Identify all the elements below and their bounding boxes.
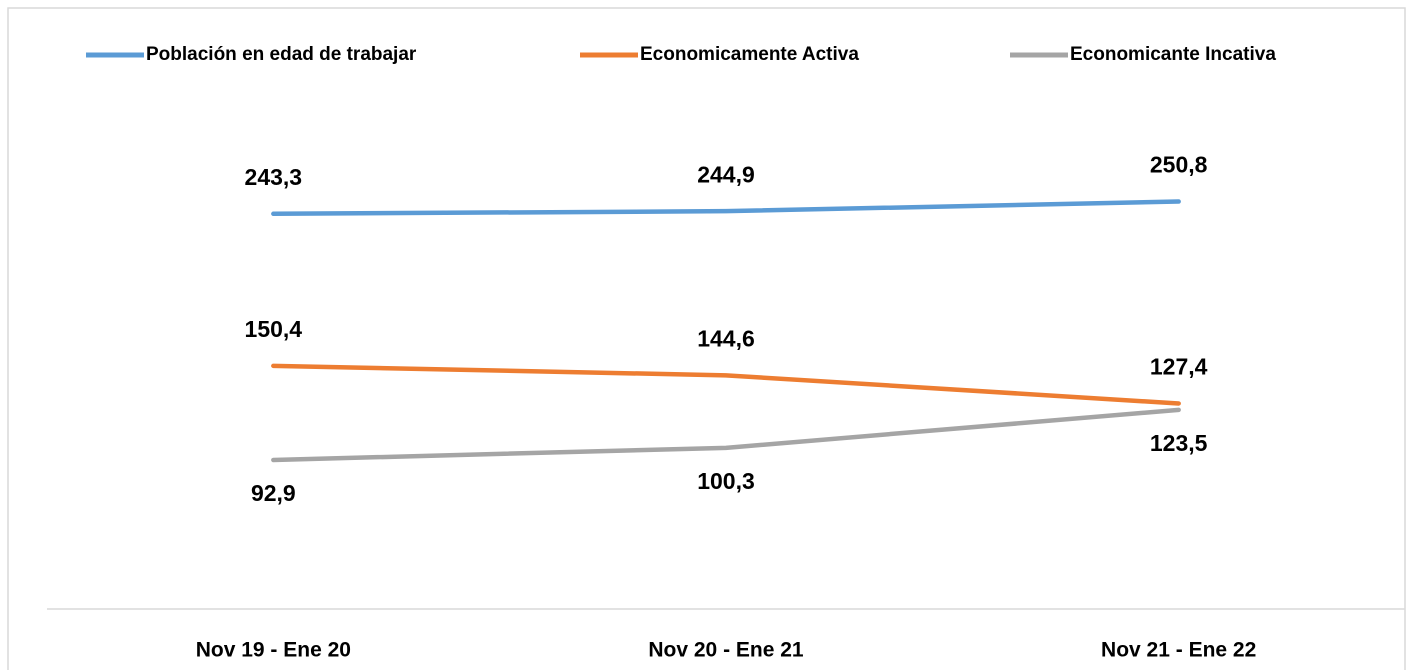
data-label: 123,5 (1150, 430, 1208, 456)
data-label: 144,6 (697, 325, 755, 351)
series-line (271, 407, 1181, 463)
data-label: 243,3 (245, 164, 303, 190)
legend-label: Población en edad de trabajar (146, 44, 417, 65)
x-tick-label: Nov 20 - Ene 21 (648, 639, 804, 662)
data-label: 92,9 (251, 480, 296, 506)
x-tick-label: Nov 21 - Ene 22 (1101, 639, 1256, 662)
legend-label: Economicamente Activa (640, 44, 859, 65)
chart-border (7, 7, 1406, 670)
data-label: 127,4 (1150, 354, 1208, 380)
series-line (271, 199, 1181, 217)
data-label: 250,8 (1150, 152, 1208, 178)
series-line (271, 363, 1181, 406)
data-label: 100,3 (697, 468, 755, 494)
x-tick-label: Nov 19 - Ene 20 (196, 639, 351, 662)
legend-label: Economicante Incativa (1070, 44, 1276, 65)
data-label: 150,4 (245, 316, 303, 342)
data-label: 244,9 (697, 161, 755, 187)
